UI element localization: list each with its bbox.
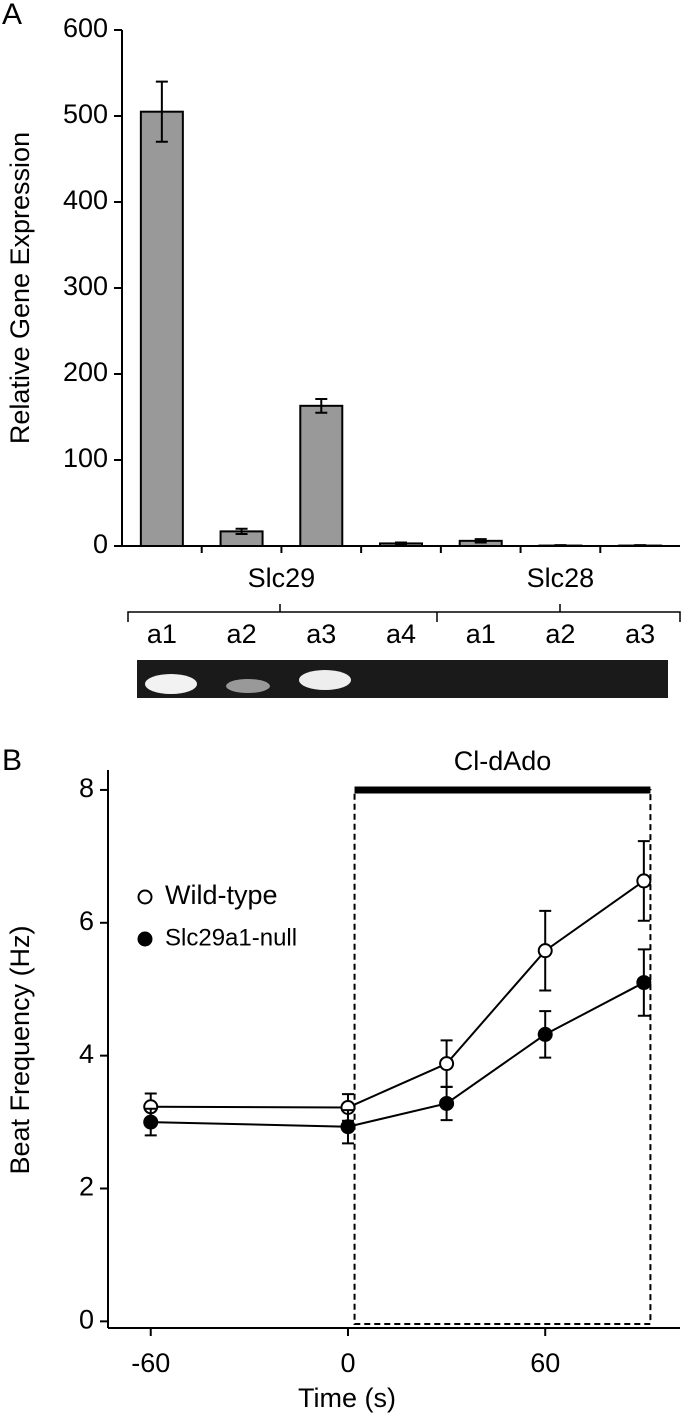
category-label: a2 — [227, 619, 257, 649]
group-label: Slc28 — [527, 563, 595, 593]
x-tick-label: 60 — [530, 1348, 560, 1378]
gel-band — [226, 679, 270, 693]
x-axis-title: Time (s) — [298, 1383, 396, 1413]
error-bar — [395, 541, 407, 546]
category-label: a3 — [625, 619, 655, 649]
y-tick-label: 0 — [93, 529, 108, 559]
data-point — [143, 1114, 159, 1130]
series-line — [150, 880, 645, 1109]
group-bracket — [127, 604, 681, 622]
gel-band — [299, 670, 351, 690]
data-point — [636, 873, 652, 889]
group-label: Slc29 — [248, 563, 316, 593]
error-bar — [315, 397, 328, 414]
y-tick-label: 500 — [63, 99, 108, 129]
error-bar — [474, 538, 487, 544]
treatment-window — [353, 789, 652, 1325]
panel-label: B — [2, 744, 22, 777]
data-point — [636, 975, 652, 991]
y-tick-label: 6 — [79, 906, 94, 936]
panel-label: A — [2, 0, 22, 31]
data-point — [537, 1026, 553, 1042]
bar — [139, 110, 184, 547]
annotation: Cl-dAdo — [454, 746, 552, 776]
x-tick-label: 0 — [340, 1348, 355, 1378]
bar — [299, 404, 344, 547]
data-point — [537, 943, 553, 959]
y-tick-label: 8 — [79, 773, 94, 803]
y-tick-label: 2 — [79, 1172, 94, 1202]
y-tick-label: 100 — [63, 443, 108, 473]
category-label: a2 — [545, 619, 575, 649]
error-bar — [634, 544, 647, 547]
gel-band — [145, 674, 197, 694]
category-label: a1 — [466, 619, 496, 649]
category-label: a3 — [306, 619, 336, 649]
y-axis-title: Beat Frequency (Hz) — [5, 925, 35, 1174]
gel-image — [137, 660, 668, 698]
y-tick-label: 200 — [63, 357, 108, 387]
series-line — [150, 981, 645, 1128]
category-label: a1 — [147, 619, 177, 649]
legend-label: Slc29a1-null — [165, 924, 297, 951]
data-point — [340, 1119, 356, 1135]
y-tick-label: 400 — [63, 185, 108, 215]
error-bar — [155, 80, 168, 143]
error-bar — [554, 544, 567, 547]
legend-marker — [137, 931, 153, 947]
legend-label: Wild-type — [165, 880, 278, 910]
y-tick-label: 300 — [63, 271, 108, 301]
y-tick-label: 600 — [63, 13, 108, 43]
error-bar — [235, 527, 248, 535]
legend-marker — [137, 889, 153, 905]
y-tick-label: 4 — [79, 1039, 94, 1069]
y-tick-label: 0 — [79, 1304, 94, 1334]
data-point — [439, 1095, 455, 1111]
y-axis-title: Relative Gene Expression — [5, 132, 35, 444]
x-tick-label: -60 — [131, 1348, 170, 1378]
category-label: a4 — [386, 619, 416, 649]
data-point — [439, 1056, 455, 1072]
